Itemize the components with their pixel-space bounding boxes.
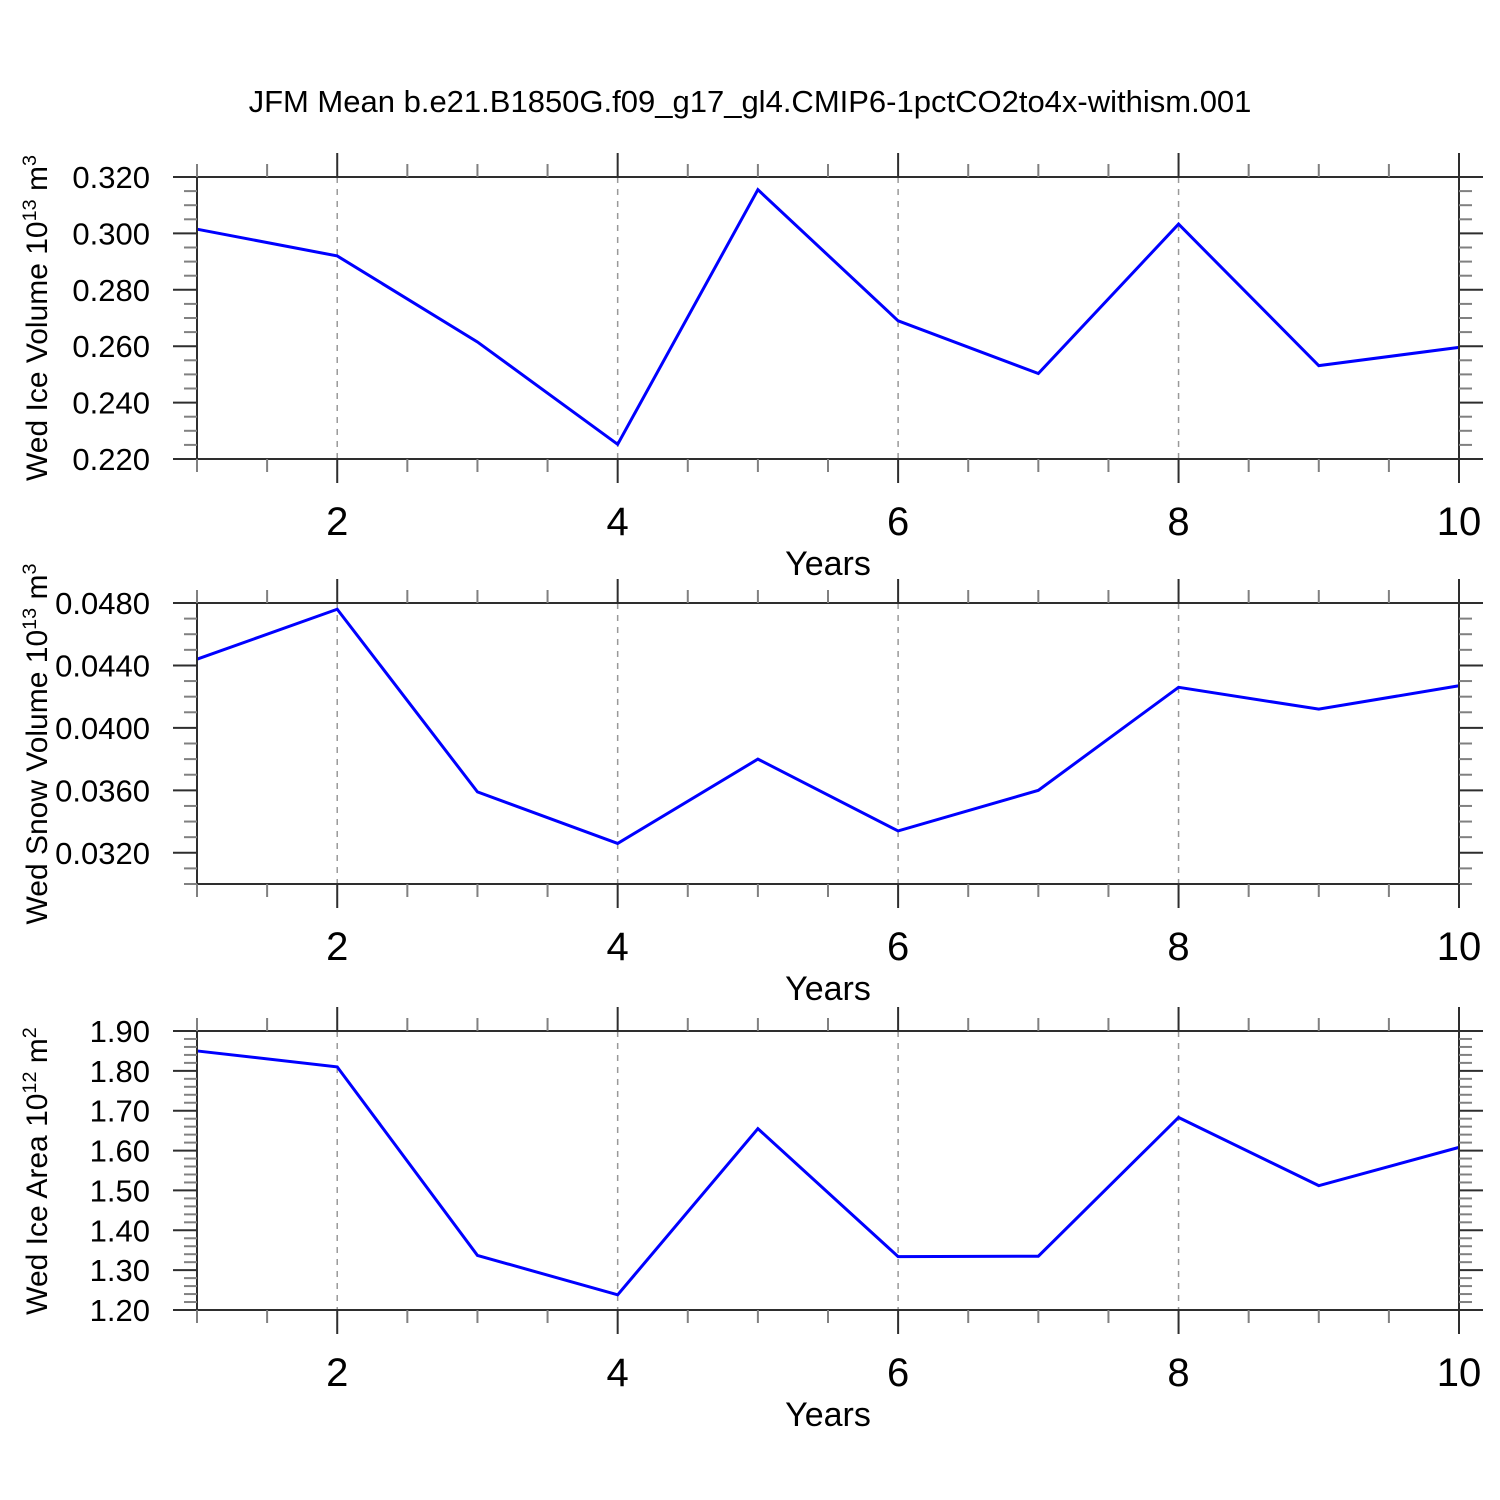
y-axis-title-sup: 2 <box>19 1026 41 1038</box>
x-tick-label: 4 <box>607 1351 629 1395</box>
x-tick-label: 6 <box>887 925 909 969</box>
x-tick-label: 6 <box>887 500 909 544</box>
y-axis-title-text: Wed Ice Volume 10 <box>21 221 54 481</box>
y-tick-label: 1.60 <box>90 1134 150 1169</box>
y-axis-title-snow-volume: Wed Snow Volume 1013 m3 <box>16 529 60 959</box>
y-tick-label: 1.80 <box>90 1054 150 1089</box>
y-axis-title-sup: 13 <box>19 607 41 630</box>
y-axis-title-text: Wed Snow Volume 10 <box>21 629 54 924</box>
y-tick-label: 0.0360 <box>55 773 150 808</box>
y-tick-label: 0.260 <box>72 329 150 364</box>
y-axis-title-text: m <box>21 166 54 200</box>
y-axis-title-sup: 13 <box>19 199 41 222</box>
x-tick-label: 4 <box>607 500 629 544</box>
y-axis-title-sup: 3 <box>19 563 41 575</box>
y-tick-label: 0.0440 <box>55 648 150 683</box>
x-tick-label: 10 <box>1437 500 1482 544</box>
y-tick-label: 0.0480 <box>55 586 150 621</box>
y-tick-label: 1.70 <box>90 1094 150 1129</box>
x-tick-label: 6 <box>887 1351 909 1395</box>
x-tick-label: 8 <box>1167 500 1189 544</box>
x-tick-label: 2 <box>326 1351 348 1395</box>
y-tick-label: 0.320 <box>72 160 150 195</box>
y-tick-label: 0.240 <box>72 386 150 421</box>
y-axis-title-text: m <box>21 574 54 608</box>
data-line-panel1 <box>196 187 1460 447</box>
y-tick-label: 1.40 <box>90 1213 150 1248</box>
y-axis-title-text: Wed Ice Area 10 <box>21 1093 54 1315</box>
x-tick-label: 10 <box>1437 925 1482 969</box>
y-tick-label: 0.0320 <box>55 836 150 871</box>
data-line-panel3 <box>196 1049 1460 1297</box>
y-tick-label: 0.0400 <box>55 711 150 746</box>
chart-title: JFM Mean b.e21.B1850G.f09_g17_gl4.CMIP6-… <box>248 84 1252 119</box>
x-tick-label: 2 <box>326 925 348 969</box>
y-tick-label: 0.280 <box>72 273 150 308</box>
y-axis-title-text: m <box>21 1037 54 1072</box>
y-axis-title-sup: 3 <box>19 155 41 167</box>
x-tick-label: 10 <box>1437 1351 1482 1395</box>
x-tick-label: 4 <box>607 925 629 969</box>
x-axis-title-panel3: Years <box>785 1396 871 1434</box>
data-line-panel2 <box>196 607 1460 846</box>
y-tick-label: 0.300 <box>72 216 150 251</box>
x-tick-label: 8 <box>1167 1351 1189 1395</box>
y-axis-title-sup: 12 <box>19 1071 41 1094</box>
y-axis-title-ice-area: Wed Ice Area 1012 m2 <box>16 956 60 1386</box>
plot-frame-panel2 <box>196 602 1460 885</box>
y-tick-label: 1.20 <box>90 1293 150 1328</box>
y-tick-label: 0.220 <box>72 442 150 477</box>
y-tick-label: 1.30 <box>90 1253 150 1288</box>
y-tick-label: 1.90 <box>90 1014 150 1049</box>
plot-frame-panel3 <box>196 1030 1460 1311</box>
x-tick-label: 2 <box>326 500 348 544</box>
x-axis-title-panel2: Years <box>785 970 871 1008</box>
x-axis-title-panel1: Years <box>785 545 871 583</box>
y-axis-title-ice-volume: Wed Ice Volume 1013 m3 <box>16 103 60 533</box>
y-tick-label: 1.50 <box>90 1173 150 1208</box>
x-tick-label: 8 <box>1167 925 1189 969</box>
